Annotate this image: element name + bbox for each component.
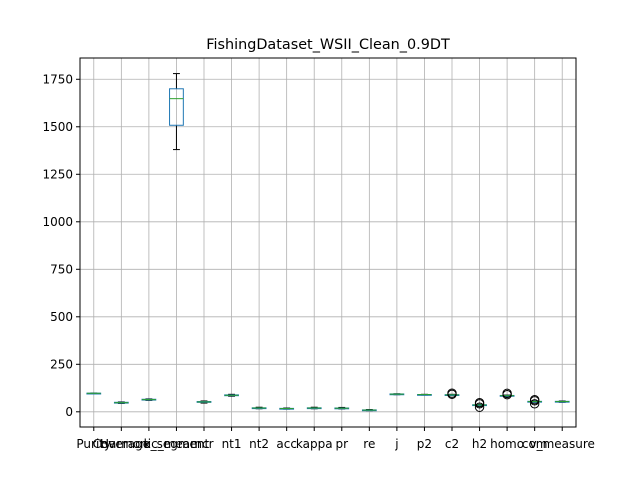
box-homo <box>499 388 515 400</box>
x-tick-label: re <box>363 437 375 451</box>
outlier-point <box>529 399 540 409</box>
outlier-point <box>474 402 485 412</box>
x-tick-label: ncr <box>194 437 213 451</box>
box-j <box>389 393 405 396</box>
y-tick-label: 500 <box>50 310 73 324</box>
x-tick-label: k_segment <box>144 437 210 451</box>
box-layer <box>86 73 570 412</box>
x-tick-label: homo <box>490 437 524 451</box>
x-tick-label: pr <box>335 437 348 451</box>
box-body <box>169 88 184 126</box>
x-tick-label: acc <box>276 437 297 451</box>
x-tick-label: Harmonic_mean <box>100 437 198 451</box>
x-tick-label: com <box>522 437 548 451</box>
outlier-point <box>502 389 512 400</box>
box-nt2 <box>251 406 267 410</box>
box-ncr <box>196 400 212 404</box>
box-re <box>361 409 377 412</box>
x-tick-label: nt2 <box>249 437 269 451</box>
box-coverage <box>113 401 129 404</box>
box-com <box>527 394 543 409</box>
box-v-measure <box>554 400 570 403</box>
y-tick-label: 1500 <box>42 120 73 134</box>
x-tick-label: v_measure <box>530 437 595 451</box>
plot-frame <box>79 57 577 428</box>
box-kappa <box>306 406 322 410</box>
grid-layer <box>80 58 576 427</box>
box-h2 <box>472 397 487 412</box>
x-tick-label: j <box>394 437 398 451</box>
x-tick-label: Coverage <box>93 437 151 451</box>
x-tick-label: kappa <box>296 437 333 451</box>
x-tick-label: p2 <box>417 437 432 451</box>
chart-title: FishingDataset_WSII_Clean_0.9DT <box>206 37 450 53</box>
x-tick-label: c2 <box>445 437 459 451</box>
outlier-point <box>529 396 540 406</box>
y-tick-label: 1750 <box>42 72 73 86</box>
box-acc <box>279 407 295 410</box>
box-nt1 <box>224 393 239 397</box>
y-tick-label: 1000 <box>42 215 73 229</box>
outlier-point <box>474 399 485 409</box>
box-purity <box>86 392 102 395</box>
outlier-point <box>447 389 457 400</box>
x-tick-label: nt1 <box>222 437 242 451</box>
x-tick-label: h2 <box>472 437 487 451</box>
box-p2 <box>417 393 432 396</box>
axis-layer: 0 250 500 750 1000 1250 1500 1750 PurityCoverage… <box>42 57 595 451</box>
box-c2 <box>444 388 460 400</box>
y-tick-label: 250 <box>50 357 73 371</box>
box-k-segment <box>169 73 184 151</box>
x-tick-label: Purity <box>76 437 111 451</box>
y-tick-label: 750 <box>50 262 73 276</box>
y-tick-label: 1250 <box>42 167 73 181</box>
box-harmonic-mean <box>141 398 157 401</box>
y-tick-label: 0 <box>65 405 73 419</box>
box-pr <box>334 406 350 410</box>
